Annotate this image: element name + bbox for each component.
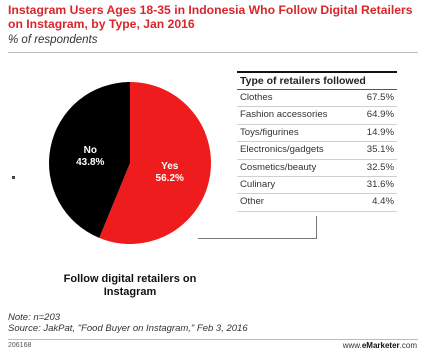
row-value: 4.4% xyxy=(372,196,394,208)
table-row: Toys/figurines 14.9% xyxy=(237,125,397,143)
brand-name: eMarketer xyxy=(361,341,400,350)
row-label: Electronics/gadgets xyxy=(240,144,324,156)
table-row: Culinary 31.6% xyxy=(237,177,397,195)
row-value: 64.9% xyxy=(366,109,394,121)
brand-suffix: .com xyxy=(399,341,417,350)
row-label: Toys/figurines xyxy=(240,126,299,138)
bullet-dot xyxy=(12,176,15,179)
table-body: Clothes 67.5% Fashion accessories 64.9% Toys… xyxy=(237,90,397,212)
row-value: 31.6% xyxy=(366,178,394,190)
bottom-divider xyxy=(8,339,418,340)
pie-label-no-name: No xyxy=(84,145,97,156)
row-value: 35.1% xyxy=(366,144,394,156)
chart-title: Instagram Users Ages 18-35 in Indonesia … xyxy=(8,3,413,31)
note-text: Note: n=203 xyxy=(8,312,61,323)
brand-link[interactable]: www.eMarketer.com xyxy=(343,341,417,350)
connector-line-horizontal xyxy=(198,238,317,239)
table-row: Other 4.4% xyxy=(237,194,397,212)
pie-slice-yes xyxy=(99,82,211,244)
chart-subtitle: % of respondents xyxy=(8,34,98,46)
pie-slice-no xyxy=(48,82,130,238)
row-value: 32.5% xyxy=(366,161,394,173)
top-divider xyxy=(8,52,418,53)
row-value: 14.9% xyxy=(366,126,394,138)
pie-label-no-value: 43.8% xyxy=(76,157,104,168)
row-label: Fashion accessories xyxy=(240,109,328,121)
brand-prefix: www. xyxy=(342,341,362,350)
table-header: Type of retailers followed xyxy=(237,71,397,90)
row-value: 67.5% xyxy=(366,92,394,103)
table-row: Clothes 67.5% xyxy=(237,90,397,108)
table-row: Cosmetics/beauty 32.5% xyxy=(237,160,397,177)
retailer-type-table: Type of retailers followed Clothes 67.5% F… xyxy=(237,71,397,212)
pie-label-yes-value: 56.2% xyxy=(156,173,184,184)
connector-line xyxy=(316,216,317,238)
row-label: Other xyxy=(240,196,264,208)
table-row: Fashion accessories 64.9% xyxy=(237,107,397,125)
pie-label-yes-name: Yes xyxy=(161,161,179,172)
pie-caption: Follow digital retailers on Instagram xyxy=(63,273,197,298)
source-text: Source: JakPat, "Food Buyer on Instagram… xyxy=(8,323,248,334)
row-label: Culinary xyxy=(240,178,276,190)
table-row: Electronics/gadgets 35.1% xyxy=(237,142,397,160)
row-label: Clothes xyxy=(240,92,273,103)
row-label: Cosmetics/beauty xyxy=(240,161,317,173)
chart-id: 206168 xyxy=(8,342,32,349)
